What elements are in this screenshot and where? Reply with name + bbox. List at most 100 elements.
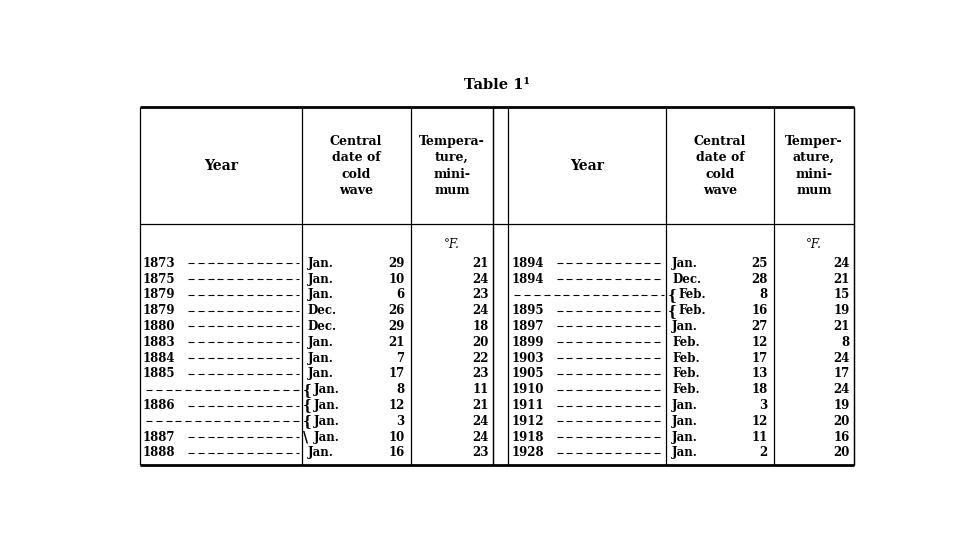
Text: 19: 19 <box>832 399 849 412</box>
Text: Jan.: Jan. <box>307 367 333 380</box>
Text: 24: 24 <box>472 304 488 317</box>
Text: \: \ <box>303 430 308 444</box>
Text: 21: 21 <box>472 399 488 412</box>
Text: 12: 12 <box>388 399 404 412</box>
Text: 12: 12 <box>751 415 766 428</box>
Text: Feb.: Feb. <box>672 351 700 365</box>
Text: 1879: 1879 <box>142 288 175 301</box>
Text: 1899: 1899 <box>511 336 544 349</box>
Text: Tempera-
ture,
mini-
mum: Tempera- ture, mini- mum <box>419 135 484 197</box>
Text: 17: 17 <box>388 367 404 380</box>
Text: 24: 24 <box>472 430 488 444</box>
Text: 26: 26 <box>388 304 404 317</box>
Text: 7: 7 <box>396 351 404 365</box>
Text: 19: 19 <box>832 304 849 317</box>
Text: Jan.: Jan. <box>307 288 333 301</box>
Text: 20: 20 <box>832 446 849 459</box>
Text: °F.: °F. <box>805 239 821 252</box>
Text: 1873: 1873 <box>142 257 175 270</box>
Text: Jan.: Jan. <box>672 430 698 444</box>
Text: 3: 3 <box>759 399 766 412</box>
Text: 1910: 1910 <box>511 383 544 396</box>
Text: 10: 10 <box>388 430 404 444</box>
Text: 3: 3 <box>396 415 404 428</box>
Text: 21: 21 <box>472 257 488 270</box>
Text: 8: 8 <box>841 336 849 349</box>
Text: Jan.: Jan. <box>672 399 698 412</box>
Text: {: { <box>303 383 312 397</box>
Text: 16: 16 <box>832 430 849 444</box>
Text: 20: 20 <box>832 415 849 428</box>
Text: 29: 29 <box>388 320 404 333</box>
Text: Dec.: Dec. <box>307 304 336 317</box>
Text: Jan.: Jan. <box>672 446 698 459</box>
Text: 1886: 1886 <box>142 399 175 412</box>
Text: 1897: 1897 <box>511 320 544 333</box>
Text: 27: 27 <box>751 320 766 333</box>
Text: 1883: 1883 <box>142 336 175 349</box>
Text: 1928: 1928 <box>511 446 544 459</box>
Text: 17: 17 <box>832 367 849 380</box>
Text: 21: 21 <box>388 336 404 349</box>
Text: 20: 20 <box>472 336 488 349</box>
Text: Jan.: Jan. <box>307 351 333 365</box>
Text: 11: 11 <box>751 430 766 444</box>
Text: {: { <box>303 414 312 428</box>
Text: 29: 29 <box>388 257 404 270</box>
Text: Jan.: Jan. <box>672 320 698 333</box>
Text: 1894: 1894 <box>511 272 544 286</box>
Text: Jan.: Jan. <box>307 446 333 459</box>
Text: 21: 21 <box>832 272 849 286</box>
Text: Jan.: Jan. <box>672 257 698 270</box>
Text: 23: 23 <box>472 446 488 459</box>
Text: 23: 23 <box>472 367 488 380</box>
Text: Jan.: Jan. <box>313 399 339 412</box>
Text: Table 1¹: Table 1¹ <box>464 78 529 92</box>
Text: 24: 24 <box>472 272 488 286</box>
Text: Jan.: Jan. <box>313 430 339 444</box>
Text: 1879: 1879 <box>142 304 175 317</box>
Text: 28: 28 <box>751 272 766 286</box>
Text: 1885: 1885 <box>142 367 175 380</box>
Text: Central
date of
cold
wave: Central date of cold wave <box>693 135 745 197</box>
Text: 1895: 1895 <box>511 304 544 317</box>
Text: Feb.: Feb. <box>672 336 700 349</box>
Text: 1887: 1887 <box>142 430 175 444</box>
Text: 1918: 1918 <box>511 430 544 444</box>
Text: 6: 6 <box>396 288 404 301</box>
Text: 1911: 1911 <box>511 399 544 412</box>
Text: 1875: 1875 <box>142 272 175 286</box>
Text: Temper-
ature,
mini-
mum: Temper- ature, mini- mum <box>784 135 842 197</box>
Text: 22: 22 <box>472 351 488 365</box>
Text: 1880: 1880 <box>142 320 175 333</box>
Text: 1884: 1884 <box>142 351 175 365</box>
Text: Jan.: Jan. <box>672 415 698 428</box>
Text: °F.: °F. <box>444 239 459 252</box>
Text: {: { <box>303 398 312 413</box>
Text: 24: 24 <box>832 383 849 396</box>
Text: Year: Year <box>570 159 604 173</box>
Text: {: { <box>667 304 676 318</box>
Text: Year: Year <box>203 159 237 173</box>
Text: 1905: 1905 <box>511 367 544 380</box>
Text: 11: 11 <box>472 383 488 396</box>
Text: Jan.: Jan. <box>307 336 333 349</box>
Text: Feb.: Feb. <box>677 304 705 317</box>
Text: {: { <box>667 288 676 302</box>
Text: 16: 16 <box>751 304 766 317</box>
Text: Jan.: Jan. <box>307 257 333 270</box>
Text: 18: 18 <box>472 320 488 333</box>
Text: 25: 25 <box>751 257 766 270</box>
Text: 23: 23 <box>472 288 488 301</box>
Text: 16: 16 <box>388 446 404 459</box>
Text: 8: 8 <box>759 288 766 301</box>
Text: 1888: 1888 <box>142 446 175 459</box>
Text: Jan.: Jan. <box>307 272 333 286</box>
Text: Jan.: Jan. <box>313 415 339 428</box>
Text: 1903: 1903 <box>511 351 544 365</box>
Text: Feb.: Feb. <box>672 367 700 380</box>
Text: 18: 18 <box>751 383 766 396</box>
Text: 8: 8 <box>396 383 404 396</box>
Text: 24: 24 <box>832 257 849 270</box>
Text: 10: 10 <box>388 272 404 286</box>
